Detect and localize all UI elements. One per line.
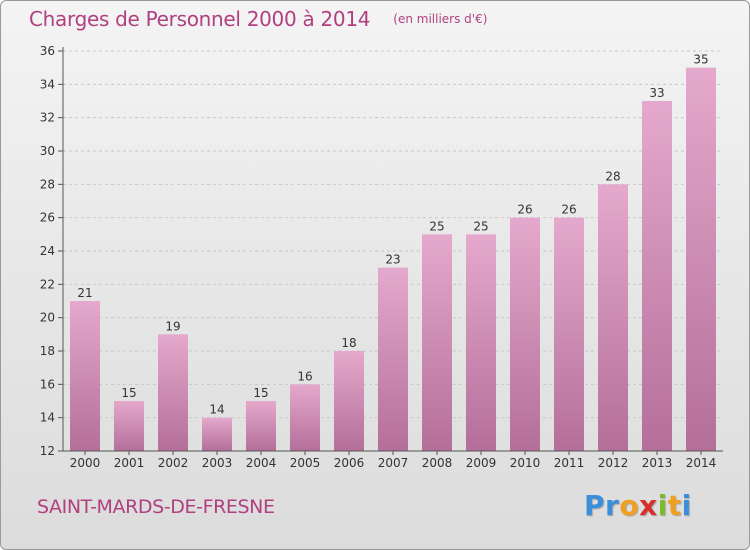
x-tick-label: 2011 [554,456,585,470]
x-tick-label: 2006 [334,456,365,470]
x-tick-label: 2013 [642,456,673,470]
y-tick-label: 30 [40,144,55,158]
y-tick-label: 34 [40,77,55,91]
logo-letter: P [584,489,606,522]
logo-letter: x [639,489,658,522]
y-tick-label: 32 [40,111,55,125]
data-label: 14 [209,403,224,417]
title-row: Charges de Personnel 2000 à 2014 (en mil… [29,7,487,31]
bar [334,351,364,451]
bar [598,184,628,452]
x-tick-label: 2010 [510,456,541,470]
chart-subtitle: (en milliers d'€) [393,12,488,26]
data-label: 19 [165,319,180,333]
x-tick-label: 2003 [202,456,233,470]
y-tick-label: 26 [40,211,55,225]
y-tick-label: 24 [40,244,55,258]
x-tick-label: 2000 [70,456,101,470]
data-label: 23 [385,253,400,267]
y-tick-label: 14 [40,411,55,425]
bar [290,384,320,451]
data-label: 25 [429,219,444,233]
x-tick-label: 2001 [114,456,145,470]
proxiti-logo[interactable]: Proxiti [584,489,692,522]
y-tick-label: 16 [40,377,55,391]
y-tick-label: 12 [40,444,55,458]
bar [642,101,672,451]
logo-letter: o [619,489,640,522]
bar [246,401,276,451]
commune-name: SAINT-MARDS-DE-FRESNE [37,496,275,518]
x-tick-label: 2007 [378,456,409,470]
bar [378,267,408,451]
bars [70,67,716,452]
bar [158,334,188,451]
data-label: 26 [517,203,532,217]
x-tick-label: 2009 [466,456,497,470]
y-tick-label: 22 [40,277,55,291]
axes: 12 14 16 18 20 22 24 26 28 30 32 34 36 2000 2001 2002 20… [40,44,723,470]
data-label: 16 [297,369,312,383]
chart-title: Charges de Personnel 2000 à 2014 [29,7,371,31]
data-label: 33 [649,86,664,100]
logo-letter: t [667,489,682,522]
data-label: 35 [693,53,708,67]
logo-letter: i [681,489,692,522]
x-tick-label: 2014 [686,456,717,470]
y-tick-label: 28 [40,177,55,191]
bar [422,234,452,451]
x-tick-label: 2002 [158,456,189,470]
x-tick-label: 2005 [290,456,321,470]
bar [554,217,584,451]
bar [510,217,540,451]
data-label: 26 [561,203,576,217]
data-label: 25 [473,219,488,233]
y-tick-label: 18 [40,344,55,358]
logo-letter: r [605,489,620,522]
data-labels: 21 15 19 14 15 16 18 23 25 25 26 26 28 33 35 [77,53,708,417]
bar [202,417,232,451]
x-tick-label: 2004 [246,456,277,470]
data-label: 18 [341,336,356,350]
data-label: 15 [121,386,136,400]
bar [686,67,716,452]
bar [114,401,144,451]
bar [466,234,496,451]
x-tick-label: 2012 [598,456,629,470]
data-label: 28 [605,169,620,183]
y-tick-label: 36 [40,44,55,58]
logo-letter: i [657,489,668,522]
bar [70,301,100,451]
x-tick-label: 2008 [422,456,453,470]
data-label: 21 [77,286,92,300]
y-tick-label: 20 [40,311,55,325]
data-label: 15 [253,386,268,400]
